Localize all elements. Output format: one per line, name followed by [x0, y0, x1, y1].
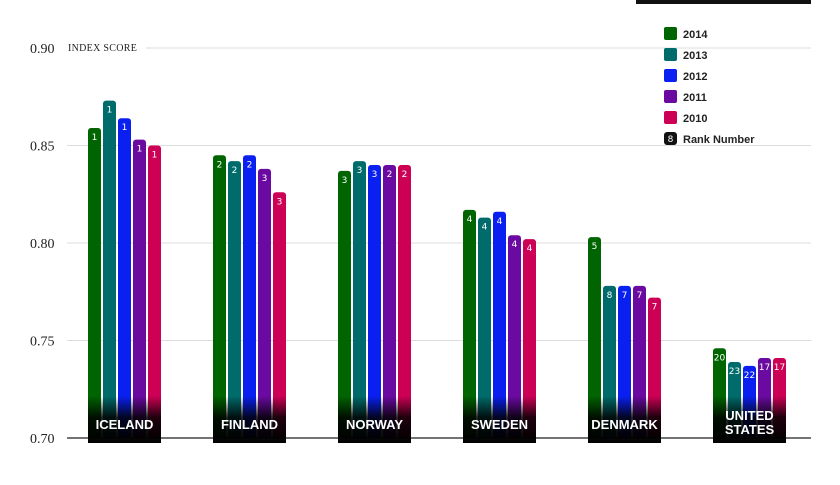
- rank-label: 17: [774, 363, 785, 373]
- legend-swatch: [664, 69, 677, 82]
- category-label: NORWAY: [346, 417, 403, 432]
- gridlines: 0.70 0.75 0.80 0.85 0.90: [30, 42, 811, 447]
- rank-label: 7: [652, 303, 658, 313]
- bar: [383, 165, 396, 438]
- rank-label: 1: [152, 151, 158, 161]
- bar: [258, 168, 271, 438]
- rank-label: 1: [122, 123, 128, 133]
- legend-label: 2014: [683, 29, 708, 41]
- y-tick-label: 0.75: [30, 335, 55, 350]
- rank-legend-badge: [664, 132, 677, 145]
- legend-label: 2013: [683, 50, 707, 62]
- rank-label: 20: [714, 353, 726, 363]
- rank-label: 1: [137, 145, 143, 155]
- category-label: FINLAND: [221, 417, 278, 432]
- legend: 2014 2013 2012 2011 2010 8 Rank Number: [664, 27, 755, 146]
- rank-label: 22: [744, 371, 755, 381]
- category-label-band: [588, 396, 661, 443]
- rank-label: 5: [592, 242, 598, 252]
- bar: [463, 209, 476, 438]
- bar: [523, 239, 536, 438]
- rank-label: 2: [387, 170, 393, 180]
- y-axis-title: INDEX SCORE: [68, 43, 137, 54]
- bar: [493, 211, 506, 438]
- rank-label: 3: [277, 197, 283, 207]
- bar: [118, 118, 131, 438]
- legend-label: 2011: [683, 92, 707, 104]
- rank-label: 1: [92, 133, 98, 143]
- rank-label: 3: [262, 174, 268, 184]
- rank-label: 23: [729, 367, 740, 377]
- rank-label: 4: [527, 244, 533, 254]
- bar: [398, 165, 411, 438]
- rank-legend-label: Rank Number: [683, 134, 755, 146]
- legend-swatch: [664, 48, 677, 61]
- rank-label: 7: [637, 291, 643, 301]
- y-tick-label: 0.85: [30, 140, 55, 155]
- rank-label: 8: [607, 291, 613, 301]
- rank-label: 2: [232, 166, 238, 176]
- bar: [353, 161, 366, 438]
- y-tick-label: 0.70: [30, 432, 55, 447]
- rank-label: 7: [622, 291, 628, 301]
- bar: [588, 237, 601, 438]
- rank-legend-badge-text: 8: [668, 135, 674, 145]
- y-tick-label: 0.80: [30, 237, 55, 252]
- bar: [213, 155, 226, 438]
- rank-label: 2: [247, 160, 253, 170]
- top-bar: [636, 0, 811, 4]
- rank-label: 4: [512, 240, 518, 250]
- bar: [368, 165, 381, 438]
- bar: [508, 235, 521, 438]
- y-tick-label: 0.90: [30, 42, 55, 57]
- bar: [133, 139, 146, 438]
- rank-label: 3: [372, 170, 378, 180]
- category-label: SWEDEN: [471, 417, 528, 432]
- category-label-band: [88, 396, 161, 443]
- bar: [243, 155, 256, 438]
- bar: [338, 170, 351, 438]
- rank-label: 2: [217, 160, 223, 170]
- legend-label: 2012: [683, 71, 707, 83]
- category-label: DENMARK: [591, 417, 658, 432]
- rank-label: 3: [357, 166, 363, 176]
- category-label-band: [713, 396, 786, 443]
- category-label: UNITED STATES: [725, 408, 775, 437]
- category-label-band: [463, 396, 536, 443]
- rank-label: 4: [497, 217, 503, 227]
- rank-label: 17: [759, 363, 770, 373]
- bar: [273, 192, 286, 438]
- rank-label: 1: [107, 106, 113, 116]
- bar: [478, 217, 491, 438]
- legend-swatch: [664, 111, 677, 124]
- category-label-band: [213, 396, 286, 443]
- legend-swatch: [664, 27, 677, 40]
- bar: [148, 145, 161, 438]
- rank-label: 3: [342, 176, 348, 186]
- category-labels: ICELAND FINLAND NORWAY SWEDEN DENMARK UNITED S…: [88, 396, 786, 443]
- category-label: ICELAND: [96, 417, 154, 432]
- rank-label: 4: [467, 215, 473, 225]
- bar: [103, 100, 116, 439]
- bar: [228, 161, 241, 438]
- rank-label: 2: [402, 170, 408, 180]
- rank-label: 4: [482, 223, 488, 233]
- bar: [88, 127, 101, 438]
- legend-label: 2010: [683, 113, 707, 125]
- legend-swatch: [664, 90, 677, 103]
- category-label-band: [338, 396, 411, 443]
